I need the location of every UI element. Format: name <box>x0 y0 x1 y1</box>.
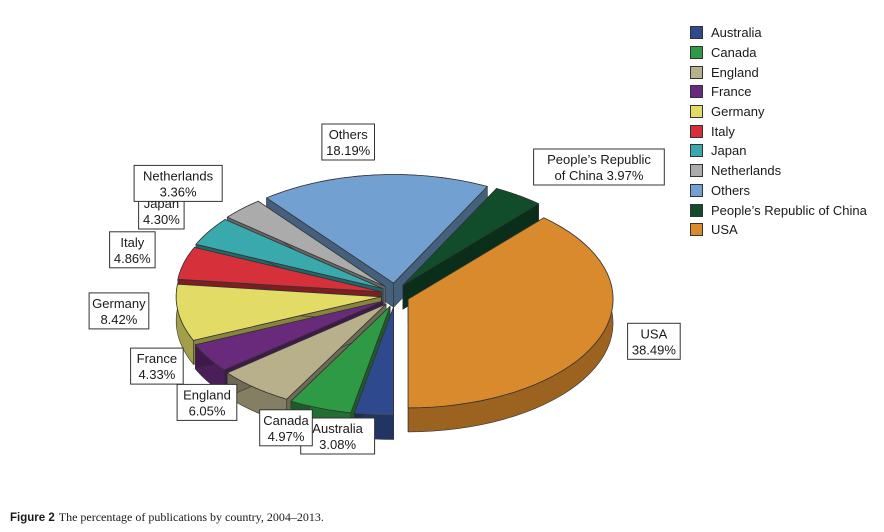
slice-label: Canada <box>263 413 309 428</box>
slice-callout-box <box>533 148 665 186</box>
pie-slice-top <box>177 246 382 293</box>
legend-item: Netherlands <box>690 161 867 181</box>
pie-slice-top <box>175 283 382 341</box>
slice-value-label: 6.05% <box>189 403 226 418</box>
slice-value-label: 4.33% <box>138 367 175 382</box>
legend-item: Italy <box>690 121 867 141</box>
slice-value-label: 4.86% <box>114 251 151 266</box>
slice-label: France <box>137 351 177 366</box>
legend-item: Australia <box>690 23 867 43</box>
legend-item: Canada <box>690 43 867 63</box>
legend-label: People’s Republic of China <box>711 202 867 218</box>
slice-value-label: 3.08% <box>319 437 356 452</box>
legend-label: Others <box>711 182 751 198</box>
legend-swatch <box>690 46 703 60</box>
legend-swatch <box>690 183 703 197</box>
legend-item: Japan <box>690 141 867 161</box>
legend-label: Netherlands <box>711 163 782 179</box>
legend-label: England <box>711 64 759 80</box>
legend-label: Italy <box>711 123 735 139</box>
legend-item: Germany <box>690 102 867 122</box>
pie-slice-top <box>194 300 384 371</box>
slice-label: Italy <box>120 235 144 250</box>
figure-caption: Figure 2 The percentage of publications b… <box>10 510 324 525</box>
pie-slice-top <box>265 174 489 284</box>
legend-label: Japan <box>711 143 747 159</box>
slice-callout-box <box>321 123 375 161</box>
slice-label: USA <box>641 326 668 341</box>
slice-value-label: 3.36% <box>160 184 197 199</box>
slice-value-label: 8.42% <box>100 312 137 327</box>
slice-label: England <box>183 387 231 402</box>
slice-callout-box <box>88 292 150 330</box>
slice-value-label: 4.30% <box>143 212 180 227</box>
legend-swatch <box>690 26 703 40</box>
pie-slice-top <box>290 305 391 414</box>
slice-label: Australia <box>312 421 363 436</box>
pie-slices <box>175 174 614 440</box>
slice-value-label: 38.49% <box>632 342 677 357</box>
slice-callout-box <box>176 383 238 421</box>
figure-caption-text: The percentage of publications by countr… <box>58 510 324 524</box>
legend-swatch <box>690 144 703 158</box>
pie-slice-top <box>226 200 386 287</box>
legend-label: Australia <box>711 25 762 41</box>
legend-swatch <box>690 223 703 237</box>
legend-item: USA <box>690 220 867 240</box>
figure-label: Figure 2 <box>10 512 55 524</box>
legend-label: USA <box>711 222 738 238</box>
slice-value-label: 18.19% <box>326 143 371 158</box>
slice-callout-box <box>627 322 681 360</box>
slice-callout-box <box>300 417 376 455</box>
slice-callout-box <box>259 409 313 447</box>
legend-swatch <box>690 203 703 217</box>
slice-value-label: 4.97% <box>268 429 305 444</box>
pie-slice-top <box>353 306 394 416</box>
slice-label: Others <box>329 127 369 142</box>
legend-label: France <box>711 84 752 100</box>
pie-slice <box>407 217 614 433</box>
legend-item: France <box>690 82 867 102</box>
slice-callout-box <box>109 231 156 269</box>
pie-slice-top <box>195 219 384 290</box>
legend-swatch <box>690 124 703 138</box>
slice-value-label: of China 3.97% <box>555 168 644 183</box>
pie-slice-top <box>407 217 614 409</box>
legend-item: People’s Republic of China <box>690 200 867 220</box>
legend-swatch <box>690 164 703 178</box>
slice-label: Germany <box>92 296 146 311</box>
legend-swatch <box>690 85 703 99</box>
slice-callout-box <box>133 164 223 202</box>
slice-label: Netherlands <box>143 168 214 183</box>
legend-label: Canada <box>711 45 757 61</box>
legend: Australia Canada England France Germany … <box>690 23 867 240</box>
slice-label: People’s Republic <box>547 152 651 167</box>
slice-labels: Australia3.08%Canada4.97%England6.05%Fra… <box>88 123 681 455</box>
pie-slice-top <box>402 188 540 286</box>
legend-swatch <box>690 65 703 79</box>
pie-slice-top <box>226 303 387 400</box>
legend-item: England <box>690 62 867 82</box>
legend-label: Germany <box>711 104 765 120</box>
legend-swatch <box>690 105 703 119</box>
slice-callout-box <box>130 347 184 385</box>
legend-item: Others <box>690 181 867 201</box>
